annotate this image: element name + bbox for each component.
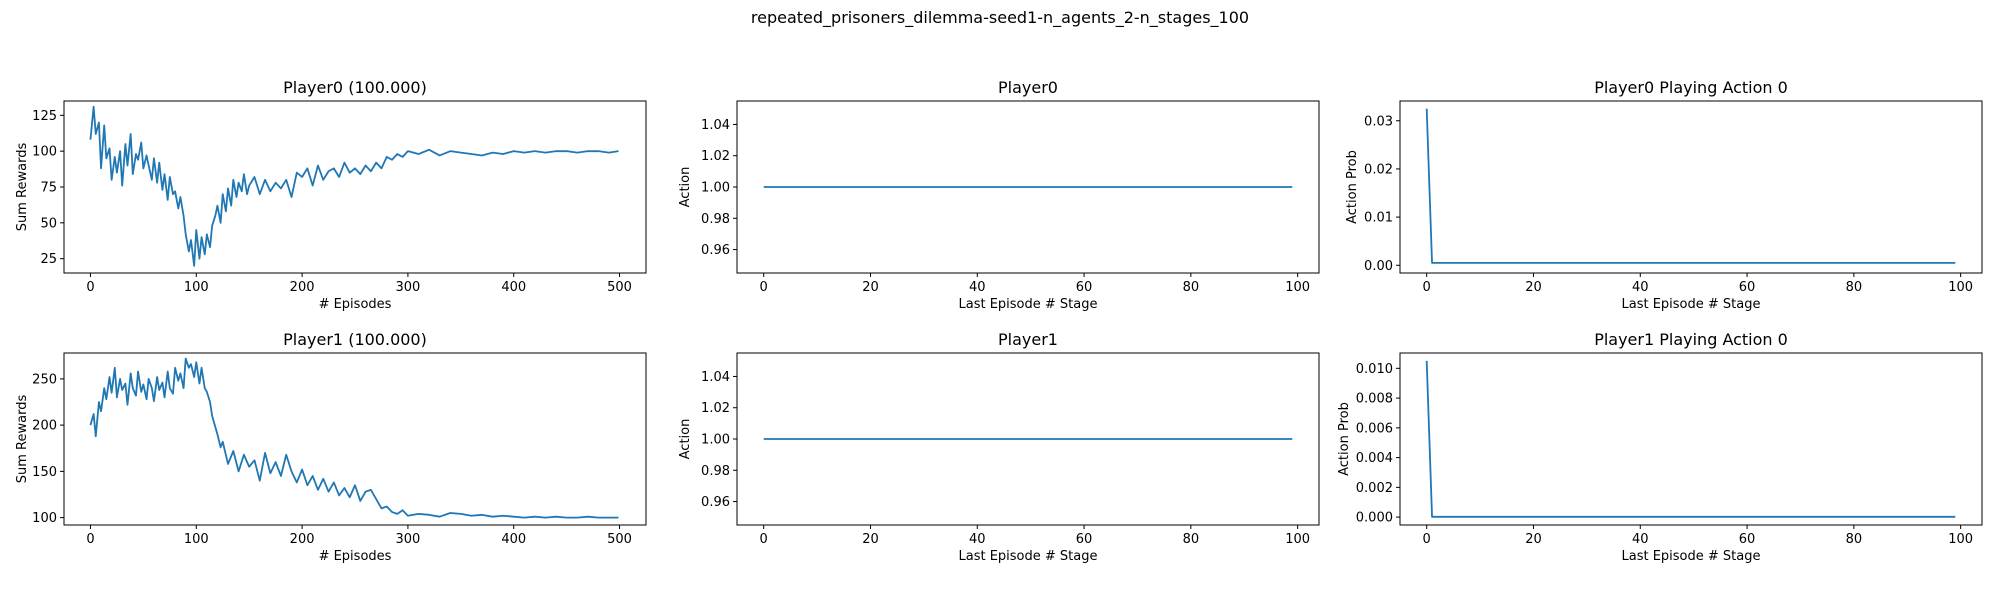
y-tick-label: 0.002 bbox=[1356, 481, 1393, 496]
x-tick-label: 20 bbox=[862, 280, 879, 295]
y-axis-label: Sum Rewards bbox=[15, 395, 30, 484]
y-tick-label: 1.00 bbox=[701, 181, 730, 196]
x-tick-label: 0 bbox=[760, 280, 768, 295]
subplot-title: Player1 Playing Action 0 bbox=[1594, 330, 1788, 349]
y-tick-label: 0.01 bbox=[1364, 211, 1393, 226]
y-tick-label: 0.000 bbox=[1356, 511, 1393, 526]
x-axis-label: # Episodes bbox=[319, 549, 392, 564]
y-axis-label: Action bbox=[678, 167, 693, 208]
x-tick-label: 20 bbox=[862, 532, 879, 547]
y-tick-label: 250 bbox=[32, 372, 57, 387]
y-tick-label: 0.96 bbox=[701, 495, 730, 510]
y-tick-label: 200 bbox=[32, 419, 57, 434]
x-tick-label: 100 bbox=[184, 532, 209, 547]
y-tick-label: 100 bbox=[32, 145, 57, 160]
x-axis-label: Last Episode # Stage bbox=[1622, 549, 1761, 564]
x-tick-label: 400 bbox=[501, 280, 526, 295]
x-tick-label: 0 bbox=[86, 532, 94, 547]
y-tick-label: 0.98 bbox=[701, 212, 730, 227]
y-tick-label: 0.00 bbox=[1364, 259, 1393, 274]
x-tick-label: 60 bbox=[1076, 532, 1093, 547]
x-tick-label: 100 bbox=[1948, 280, 1973, 295]
y-tick-label: 50 bbox=[40, 216, 57, 231]
y-axis-label: Sum Rewards bbox=[15, 143, 30, 232]
x-tick-label: 80 bbox=[1846, 532, 1863, 547]
subplot-title: Player1 bbox=[998, 330, 1058, 349]
subplot-p1_rewards: 0 100 200 300 400 500 100 150 200 250 Player1 (100… bbox=[15, 330, 647, 564]
series-line bbox=[89, 105, 619, 267]
axes-frame bbox=[63, 352, 647, 526]
y-tick-label: 25 bbox=[40, 252, 57, 267]
subplot-p0_action: 0 20 40 60 80 100 0.96 0.98 1.00 1.02 1.04 Player0 L… bbox=[678, 78, 1320, 312]
x-tick-label: 80 bbox=[1183, 532, 1200, 547]
x-tick-label: 80 bbox=[1183, 280, 1200, 295]
axes-frame bbox=[63, 100, 647, 274]
figure-suptitle: repeated_prisoners_dilemma-seed1-n_agent… bbox=[750, 8, 1250, 27]
x-tick-label: 60 bbox=[1076, 280, 1093, 295]
x-tick-label: 100 bbox=[1948, 532, 1973, 547]
y-axis-label: Action bbox=[678, 419, 693, 460]
y-tick-label: 1.04 bbox=[701, 370, 730, 385]
x-tick-label: 100 bbox=[184, 280, 209, 295]
subplot-title: Player0 bbox=[998, 78, 1058, 97]
x-tick-label: 500 bbox=[607, 532, 632, 547]
x-tick-label: 100 bbox=[1285, 280, 1310, 295]
x-axis-label: Last Episode # Stage bbox=[959, 549, 1098, 564]
x-tick-label: 20 bbox=[1525, 532, 1542, 547]
x-tick-label: 40 bbox=[1632, 280, 1649, 295]
x-tick-label: 40 bbox=[1632, 532, 1649, 547]
x-tick-label: 20 bbox=[1525, 280, 1542, 295]
y-tick-label: 0.004 bbox=[1356, 451, 1393, 466]
y-tick-label: 0.96 bbox=[701, 243, 730, 258]
y-tick-label: 1.04 bbox=[701, 118, 730, 133]
subplot-title: Player1 (100.000) bbox=[283, 330, 427, 349]
x-tick-label: 0 bbox=[1423, 280, 1431, 295]
subplot-p1_prob: 0 20 40 60 80 100 0.000 0.002 0.004 0.006 0.008 0.0… bbox=[1337, 330, 1983, 564]
series-line bbox=[1425, 360, 1956, 518]
x-axis-label: # Episodes bbox=[319, 297, 392, 312]
x-tick-label: 40 bbox=[969, 280, 986, 295]
series-line bbox=[1425, 108, 1956, 264]
subplot-p0_prob: 0 20 40 60 80 100 0.00 0.01 0.02 0.03 Player0 Play… bbox=[1345, 78, 1983, 312]
y-tick-label: 1.02 bbox=[701, 149, 730, 164]
y-tick-label: 0.006 bbox=[1356, 421, 1393, 436]
y-tick-label: 125 bbox=[32, 109, 57, 124]
x-axis-label: Last Episode # Stage bbox=[959, 297, 1098, 312]
x-tick-label: 0 bbox=[86, 280, 94, 295]
y-tick-label: 75 bbox=[40, 181, 57, 196]
x-tick-label: 40 bbox=[969, 532, 986, 547]
y-tick-label: 150 bbox=[32, 465, 57, 480]
subplot-p1_action: 0 20 40 60 80 100 0.96 0.98 1.00 1.02 1.04 Player1 L… bbox=[678, 330, 1320, 564]
x-tick-label: 60 bbox=[1739, 280, 1756, 295]
x-tick-label: 300 bbox=[395, 532, 420, 547]
subplot-p0_rewards: 0 100 200 300 400 500 25 50 75 100 125 Player0 (100… bbox=[15, 78, 647, 312]
x-tick-label: 300 bbox=[395, 280, 420, 295]
y-axis-label: Action Prob bbox=[1337, 402, 1352, 476]
y-tick-label: 1.00 bbox=[701, 433, 730, 448]
y-tick-label: 0.98 bbox=[701, 464, 730, 479]
axes-frame bbox=[1399, 352, 1983, 526]
x-tick-label: 60 bbox=[1739, 532, 1756, 547]
x-tick-label: 80 bbox=[1846, 280, 1863, 295]
x-tick-label: 400 bbox=[501, 532, 526, 547]
subplot-title: Player0 Playing Action 0 bbox=[1594, 78, 1788, 97]
subplot-title: Player0 (100.000) bbox=[283, 78, 427, 97]
x-tick-label: 0 bbox=[1423, 532, 1431, 547]
x-tick-label: 200 bbox=[290, 280, 315, 295]
y-tick-label: 1.02 bbox=[701, 401, 730, 416]
x-tick-label: 500 bbox=[607, 280, 632, 295]
y-tick-label: 0.02 bbox=[1364, 162, 1393, 177]
series-line bbox=[89, 357, 619, 519]
x-tick-label: 0 bbox=[760, 532, 768, 547]
y-tick-label: 0.010 bbox=[1356, 362, 1393, 377]
y-axis-label: Action Prob bbox=[1345, 150, 1360, 224]
x-axis-label: Last Episode # Stage bbox=[1622, 297, 1761, 312]
axes-frame bbox=[1399, 100, 1983, 274]
x-tick-label: 200 bbox=[290, 532, 315, 547]
y-tick-label: 0.03 bbox=[1364, 114, 1393, 129]
x-tick-label: 100 bbox=[1285, 532, 1310, 547]
y-tick-label: 0.008 bbox=[1356, 392, 1393, 407]
y-tick-label: 100 bbox=[32, 511, 57, 526]
